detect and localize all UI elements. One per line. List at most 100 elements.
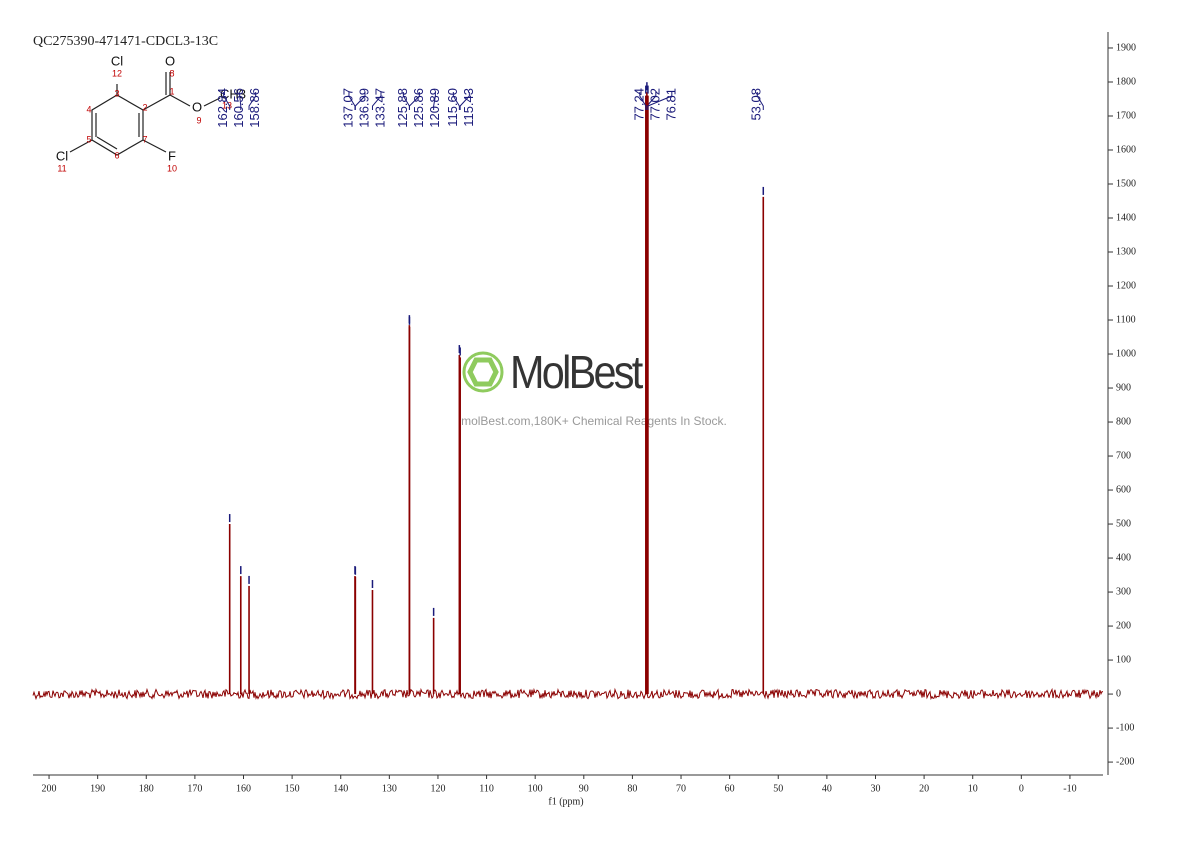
- y-tick-label: 200: [1116, 620, 1131, 631]
- bonds: [69, 72, 221, 156]
- y-tick-label: 1400: [1116, 212, 1136, 223]
- atom-number: 4: [86, 104, 91, 114]
- atom-number: 3: [114, 88, 119, 98]
- atom-number: 6: [114, 150, 119, 160]
- atom-number: 12: [112, 68, 122, 78]
- peak-label: 160.56: [231, 88, 246, 128]
- peak-label: 77.02: [647, 88, 662, 121]
- peak-label: 162.84: [215, 88, 230, 128]
- y-tick-label: 1300: [1116, 246, 1136, 257]
- x-tick-label: 50: [773, 783, 783, 794]
- atom: Cl: [56, 148, 68, 163]
- peak-label: 115.60: [445, 88, 460, 127]
- peak-label: 53.08: [749, 88, 764, 121]
- x-tick-label: 200: [42, 783, 57, 794]
- x-tick-label: 160: [236, 783, 251, 794]
- chart-title: QC275390-471471-CDCL3-13C: [33, 34, 218, 49]
- y-tick-label: 1100: [1116, 314, 1136, 325]
- peak-label: 158.86: [247, 88, 262, 128]
- x-tick-label: 10: [968, 783, 978, 794]
- atom-number: 11: [57, 163, 66, 173]
- x-tick-label: 130: [382, 783, 397, 794]
- peak-label: 137.07: [340, 88, 355, 128]
- x-tick-label: 60: [725, 783, 735, 794]
- atom-number: 13: [222, 100, 232, 110]
- y-tick-label: 500: [1116, 518, 1131, 529]
- atom-number: 9: [196, 115, 201, 125]
- atom-number: 8: [169, 68, 174, 78]
- y-tick-label: 1500: [1116, 178, 1136, 189]
- x-tick-label: 0: [1019, 783, 1024, 794]
- atom-number: 10: [167, 163, 177, 173]
- watermark-brand: MolBest: [510, 347, 643, 399]
- peak-leader: [646, 92, 657, 110]
- atom: Cl: [111, 53, 123, 68]
- watermark-logo: [462, 351, 504, 393]
- peak-label: 125.86: [411, 88, 426, 128]
- atom: O: [192, 99, 202, 114]
- x-tick-label: 120: [430, 783, 445, 794]
- peak-leader: [354, 92, 366, 110]
- y-tick-label: 0: [1116, 688, 1121, 699]
- y-tick-label: 300: [1116, 586, 1131, 597]
- x-tick-label: 170: [187, 783, 202, 794]
- atom-number: 2: [142, 102, 147, 112]
- peak-leader: [452, 92, 460, 110]
- atom-number: 1: [169, 86, 174, 96]
- baseline-noise: [32, 687, 1104, 701]
- peak-label: 77.24: [631, 88, 646, 121]
- x-tick-label: 100: [528, 783, 543, 794]
- y-tick-label: 600: [1116, 484, 1131, 495]
- peak-label: 76.81: [663, 88, 678, 121]
- y-tick-label: 100: [1116, 654, 1131, 665]
- y-tick-label: 400: [1116, 552, 1131, 563]
- structure: Cl O O CH3 F Cl 1 2 3 4 5 6 7 8 9 10 11 …: [56, 53, 246, 173]
- x-tick-label: 150: [285, 783, 300, 794]
- peak-leader: [459, 92, 470, 110]
- atom-number: 7: [142, 134, 147, 144]
- peak-label: 120.89: [427, 88, 442, 128]
- peak-leader: [756, 92, 764, 110]
- y-tick-label: -100: [1116, 722, 1134, 733]
- x-tick-label: -10: [1063, 783, 1076, 794]
- y-tick-label: 900: [1116, 382, 1131, 393]
- x-tick-label: 40: [822, 783, 832, 794]
- peak-leader: [248, 92, 257, 110]
- y-tick-label: 1000: [1116, 348, 1136, 359]
- peak-label: 133.47: [372, 88, 387, 128]
- y-tick-label: 700: [1116, 450, 1131, 461]
- x-axis-label: f1 (ppm): [548, 796, 583, 807]
- x-tick-label: 190: [90, 783, 105, 794]
- peak-leader: [639, 92, 647, 110]
- x-tick-label: 30: [870, 783, 880, 794]
- x-tick-label: 140: [333, 783, 348, 794]
- y-tick-label: 1700: [1116, 110, 1136, 121]
- peak-leader: [223, 92, 231, 110]
- atom: F: [168, 148, 176, 163]
- x-tick-label: 70: [676, 783, 686, 794]
- watermark-logo: [467, 357, 499, 387]
- y-tick-label: 1600: [1116, 144, 1136, 155]
- y-tick-label: 800: [1116, 416, 1131, 427]
- y-tick-label: 1800: [1116, 76, 1136, 87]
- peak-leader: [239, 92, 242, 110]
- atom-number: 5: [86, 134, 91, 144]
- x-tick-label: 90: [579, 783, 589, 794]
- peak-leader: [647, 92, 673, 110]
- y-tick-label: 1200: [1116, 280, 1136, 291]
- x-tick-label: 110: [479, 783, 494, 794]
- atom: O: [165, 53, 175, 68]
- x-tick-label: 80: [627, 783, 637, 794]
- peak-leader: [408, 92, 420, 110]
- y-tick-label: 1900: [1116, 42, 1136, 53]
- peak-leader: [371, 92, 382, 110]
- y-tick-label: -200: [1116, 756, 1134, 767]
- x-tick-label: 20: [919, 783, 929, 794]
- peak-label: 136.99: [356, 88, 371, 128]
- peak-leader: [433, 92, 436, 110]
- x-tick-label: 180: [139, 783, 154, 794]
- watermark: MolBest molBest.com,180K+ Chemical Reage…: [461, 347, 727, 428]
- peak-label: 125.88: [395, 88, 410, 128]
- peak-label: 115.43: [461, 88, 476, 127]
